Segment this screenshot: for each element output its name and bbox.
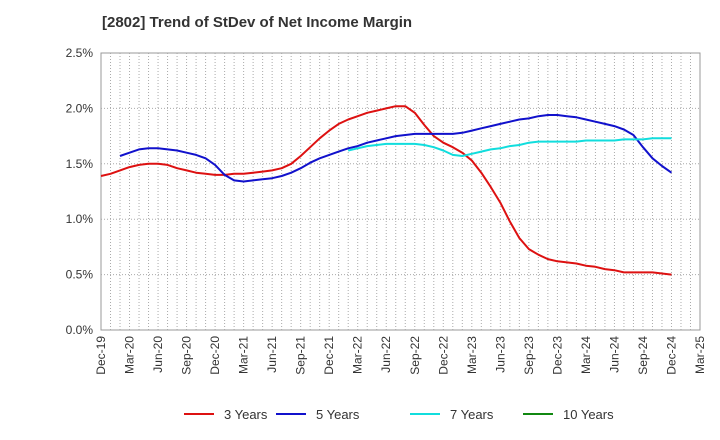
x-tick-label: Jun-24 [607, 336, 621, 373]
x-tick-label: Mar-20 [123, 336, 137, 374]
x-tick-label: Sep-24 [636, 336, 650, 375]
x-tick-label: Mar-23 [465, 336, 479, 374]
x-axis-ticks: Dec-19 Mar-20 Jun-20 Sep-20 Dec-20 Mar-21 Jun-… [94, 336, 707, 375]
legend: 3 Years 5 Years 7 Years 10 Years [184, 407, 614, 422]
legend-label: 10 Years [563, 407, 614, 422]
y-tick-label: 1.0% [66, 212, 94, 226]
x-tick-label: Sep-21 [294, 336, 308, 375]
y-tick-label: 2.5% [66, 46, 94, 60]
x-tick-label: Dec-22 [436, 336, 450, 375]
y-tick-label: 0.5% [66, 268, 94, 282]
legend-label: 3 Years [224, 407, 268, 422]
x-tick-label: Dec-20 [208, 336, 222, 375]
x-tick-label: Sep-22 [408, 336, 422, 375]
series-line-3-years [100, 105, 672, 276]
y-tick-label: 1.5% [66, 157, 94, 171]
x-tick-label: Sep-20 [180, 336, 194, 375]
series-line-5-years [119, 114, 673, 183]
legend-label: 7 Years [450, 407, 494, 422]
x-tick-label: Jun-23 [493, 336, 507, 373]
plot-area [100, 52, 701, 331]
x-tick-label: Mar-21 [237, 336, 251, 374]
x-tick-label: Mar-25 [693, 336, 707, 374]
x-tick-label: Mar-24 [579, 336, 593, 374]
x-tick-label: Jun-21 [265, 336, 279, 373]
x-tick-label: Jun-20 [151, 336, 165, 373]
x-tick-label: Mar-22 [351, 336, 365, 374]
legend-label: 5 Years [316, 407, 360, 422]
x-tick-label: Jun-22 [379, 336, 393, 373]
y-tick-label: 0.0% [66, 323, 94, 337]
x-tick-label: Dec-21 [322, 336, 336, 375]
y-axis-ticks: 0.0% 0.5% 1.0% 1.5% 2.0% 2.5% [66, 46, 94, 337]
x-tick-label: Sep-23 [522, 336, 536, 375]
x-tick-label: Dec-23 [550, 336, 564, 375]
chart-title: [2802] Trend of StDev of Net Income Marg… [102, 14, 413, 31]
y-tick-label: 2.0% [66, 101, 94, 115]
x-tick-label: Dec-24 [664, 336, 678, 375]
series-lines [100, 105, 673, 276]
grid-lines [101, 53, 700, 330]
series-line-7-years [347, 137, 672, 157]
x-tick-label: Dec-19 [94, 336, 108, 375]
